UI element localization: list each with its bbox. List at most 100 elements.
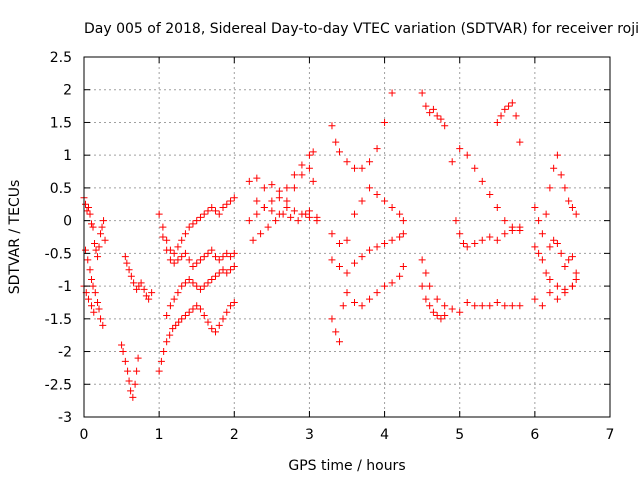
data-point — [426, 302, 434, 310]
data-point — [99, 321, 107, 329]
data-point — [568, 204, 576, 212]
data-point — [396, 210, 404, 218]
data-point — [328, 315, 336, 323]
data-point — [145, 295, 153, 303]
data-point — [463, 298, 471, 306]
data-point — [546, 243, 554, 251]
data-point — [223, 249, 231, 257]
data-point — [366, 295, 374, 303]
data-point — [169, 325, 177, 333]
data-point — [84, 256, 92, 264]
data-point — [174, 256, 182, 264]
data-point — [118, 341, 126, 349]
data-point — [92, 246, 100, 254]
data-point — [538, 256, 546, 264]
data-point — [335, 148, 343, 156]
y-tick-label: 1 — [63, 148, 72, 164]
data-point — [82, 246, 90, 254]
data-point — [253, 174, 261, 182]
data-point — [200, 282, 208, 290]
data-point — [568, 282, 576, 290]
data-point — [351, 259, 359, 267]
data-point — [163, 312, 171, 320]
data-point — [260, 184, 268, 192]
data-point — [230, 298, 238, 306]
data-point — [196, 256, 204, 264]
data-point — [328, 230, 336, 238]
data-point — [185, 308, 193, 316]
data-point — [399, 262, 407, 270]
data-point — [268, 207, 276, 215]
data-point — [343, 236, 351, 244]
data-point — [328, 256, 336, 264]
data-point — [88, 220, 96, 228]
data-point — [178, 315, 186, 323]
y-tick-label: 2.5 — [50, 50, 72, 66]
data-point — [553, 295, 561, 303]
data-point — [204, 279, 212, 287]
data-point — [471, 240, 479, 248]
data-point — [471, 164, 479, 172]
data-point — [170, 249, 178, 257]
data-point — [121, 357, 129, 365]
data-point — [351, 210, 359, 218]
data-point — [388, 89, 396, 97]
data-point — [381, 197, 389, 205]
data-point — [181, 312, 189, 320]
data-point — [561, 289, 569, 297]
y-tick-label: 1.5 — [50, 115, 72, 131]
data-point — [373, 190, 381, 198]
data-point — [86, 210, 94, 218]
data-point — [159, 223, 167, 231]
data-point — [200, 210, 208, 218]
data-point — [85, 295, 93, 303]
data-point — [174, 243, 182, 251]
data-point — [155, 367, 163, 375]
data-point — [212, 272, 219, 280]
data-point — [305, 207, 313, 215]
data-point — [272, 217, 280, 225]
data-point — [497, 112, 505, 120]
data-point — [433, 112, 441, 120]
data-point — [175, 318, 183, 326]
data-point — [227, 266, 235, 274]
x-tick-label: 6 — [530, 427, 539, 443]
data-point — [373, 243, 381, 251]
data-point — [253, 197, 261, 205]
data-point — [448, 158, 456, 166]
data-point — [290, 184, 298, 192]
data-point — [561, 184, 569, 192]
data-point — [501, 230, 509, 238]
data-point — [94, 298, 102, 306]
data-point — [124, 367, 132, 375]
data-point — [91, 240, 99, 248]
data-point — [418, 89, 426, 97]
data-point — [100, 217, 108, 225]
data-point — [290, 207, 298, 215]
data-point — [193, 217, 201, 225]
data-point — [163, 246, 171, 254]
data-point — [381, 282, 389, 290]
data-point — [223, 269, 231, 277]
data-point — [204, 318, 212, 326]
data-point — [429, 105, 437, 113]
data-point — [332, 328, 340, 336]
data-point — [189, 220, 197, 228]
data-point — [227, 253, 235, 261]
data-point — [418, 282, 426, 290]
data-point — [90, 308, 98, 316]
data-point — [493, 118, 501, 126]
data-point — [200, 312, 208, 320]
data-point — [82, 200, 90, 208]
data-point — [373, 145, 381, 153]
data-point — [366, 158, 374, 166]
data-point — [546, 276, 554, 284]
data-point — [298, 161, 306, 169]
data-point — [97, 230, 105, 238]
data-point — [253, 210, 261, 218]
data-point — [223, 308, 231, 316]
data-point — [463, 151, 471, 159]
data-point — [212, 253, 219, 261]
data-point — [535, 217, 543, 225]
data-point — [125, 377, 133, 385]
